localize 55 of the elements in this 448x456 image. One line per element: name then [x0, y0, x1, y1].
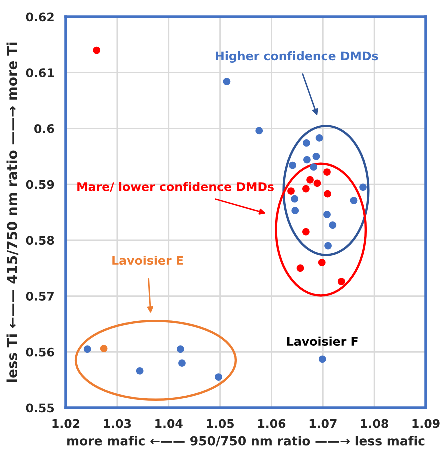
point: [296, 264, 304, 272]
point: [350, 197, 358, 204]
point: [84, 346, 92, 354]
point: [316, 134, 324, 142]
y-tick-label: 0.56: [26, 348, 54, 357]
point: [136, 367, 144, 375]
point: [312, 152, 320, 160]
point: [324, 190, 332, 198]
point: [177, 346, 184, 354]
y-tick-label: 0.59: [26, 180, 54, 190]
point: [306, 176, 314, 184]
y-tick-label: 0.6: [34, 124, 54, 134]
y-tick-label: 0.55: [26, 404, 54, 413]
point: [304, 156, 311, 164]
point: [289, 162, 296, 170]
point: [256, 127, 264, 135]
point: [303, 140, 310, 147]
point: [215, 374, 222, 381]
point: [360, 184, 367, 192]
point: [314, 180, 322, 188]
point: [338, 278, 346, 286]
y-axis-title: less Ti ←—— 415/750 nm ratio ——→ more Ti: [6, 42, 19, 382]
point: [292, 207, 300, 214]
point: [100, 345, 108, 352]
point: [288, 188, 295, 195]
y-tick-label: 0.61: [26, 68, 54, 78]
point: [324, 211, 331, 218]
point: [324, 168, 331, 176]
x-tick-label: 1.04: [156, 419, 183, 428]
point: [302, 185, 310, 193]
point: [291, 195, 299, 203]
point: [318, 259, 326, 266]
y-tick-label: 0.62: [26, 12, 54, 22]
x-axis-title: more mafic ←—— 950/750 nm ratio ——→ less mafic: [68, 436, 425, 447]
x-tick-label: 1.07: [310, 419, 337, 428]
annotation: Lavoisier F: [288, 336, 358, 346]
y-tick-label: 0.57: [26, 292, 54, 301]
point: [178, 360, 186, 367]
annotation: Higher confidence DMDs: [216, 51, 378, 63]
point: [310, 164, 318, 171]
point: [329, 222, 337, 230]
y-tick-label: 0.58: [26, 236, 54, 246]
annotation: Lavoisier E: [112, 256, 184, 266]
x-tick-label: 1.08: [361, 419, 388, 428]
x-tick-label: 1.06: [258, 419, 286, 428]
annotation: Mare/ lower confidence DMDs: [78, 182, 274, 192]
point: [318, 356, 326, 364]
point: [93, 46, 101, 54]
x-tick-label: 1.09: [412, 419, 440, 428]
point: [302, 228, 310, 236]
x-tick-label: 1.05: [207, 419, 234, 428]
point: [324, 242, 332, 250]
point: [223, 78, 231, 86]
x-tick-label: 1.03: [104, 419, 132, 428]
x-tick-label: 1.02: [52, 419, 80, 428]
